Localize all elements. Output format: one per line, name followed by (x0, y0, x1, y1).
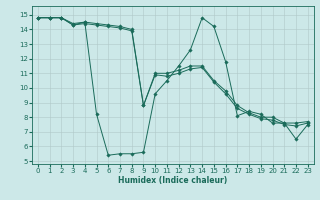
X-axis label: Humidex (Indice chaleur): Humidex (Indice chaleur) (118, 176, 228, 185)
